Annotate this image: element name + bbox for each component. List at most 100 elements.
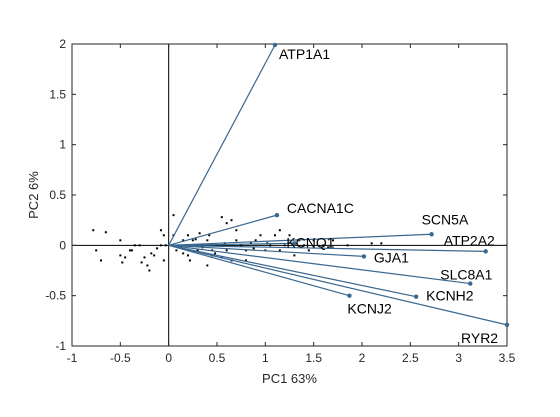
- score-point: [187, 234, 189, 237]
- vector-label-gja1: GJA1: [374, 249, 409, 265]
- score-point: [133, 244, 136, 247]
- score-point: [156, 247, 159, 250]
- score-point: [208, 234, 211, 237]
- score-point: [198, 232, 201, 235]
- loading-vector-slc8a1: [168, 244, 471, 285]
- score-point: [182, 239, 185, 242]
- loading-vector-kcnj2: [168, 244, 350, 297]
- vector-labels-layer: ATP1A1 CACNA1C SCN5A KCNQ1 ATP2A2 GJA1 SLC8A1 K…: [279, 46, 498, 346]
- x-tick-label: -1: [67, 351, 78, 365]
- score-point: [278, 249, 281, 252]
- score-point: [274, 234, 276, 237]
- score-point: [245, 259, 247, 262]
- score-point: [307, 249, 310, 252]
- y-tick-label: 1: [59, 138, 66, 152]
- score-point: [225, 222, 228, 225]
- score-point: [206, 239, 209, 242]
- score-point: [164, 244, 167, 247]
- score-point: [172, 214, 175, 217]
- score-point: [332, 239, 334, 242]
- score-point: [194, 238, 197, 241]
- loading-vector-tip: [468, 281, 473, 286]
- vector-label-slc8a1: SLC8A1: [440, 267, 492, 283]
- score-point: [187, 254, 189, 257]
- score-point: [269, 244, 272, 247]
- score-point: [182, 252, 185, 255]
- score-point: [322, 244, 325, 247]
- score-point: [175, 249, 178, 252]
- y-tick-label: 1.5: [49, 87, 66, 101]
- score-point: [191, 239, 194, 242]
- x-tick-label: 3.5: [499, 351, 516, 365]
- score-point: [119, 239, 122, 242]
- score-point: [380, 242, 383, 245]
- y-tick-label: 2: [59, 37, 66, 51]
- score-point: [303, 244, 305, 247]
- loadings-layer: [168, 42, 510, 328]
- score-point: [146, 264, 149, 267]
- score-point: [259, 234, 262, 237]
- loading-vector-tip: [272, 42, 278, 48]
- loading-vector-ryr2: [168, 244, 508, 326]
- y-tick-label: -1: [55, 339, 66, 353]
- loading-vector-atp2a2: [168, 244, 486, 252]
- score-point: [188, 259, 191, 262]
- score-point: [159, 244, 162, 247]
- score-point: [240, 244, 243, 247]
- score-point: [346, 244, 349, 247]
- loading-vector-tip: [483, 249, 488, 254]
- y-tick-label: 0: [59, 238, 66, 252]
- score-point: [129, 249, 131, 252]
- score-point: [159, 229, 162, 232]
- score-point: [92, 229, 95, 232]
- x-tick-label: 0: [165, 351, 172, 365]
- score-point: [206, 264, 209, 267]
- score-point: [249, 242, 252, 245]
- x-tick-label: 3: [455, 351, 462, 365]
- score-point: [327, 246, 330, 249]
- score-point: [196, 249, 199, 252]
- vector-label-cacna1c: CACNA1C: [287, 200, 354, 216]
- score-point: [254, 239, 257, 242]
- score-point: [162, 259, 165, 262]
- score-point: [220, 216, 223, 219]
- x-tick-label: -0.5: [110, 351, 131, 365]
- x-tick-label: 0.5: [209, 351, 226, 365]
- loading-vector-tip: [292, 241, 297, 246]
- score-point: [216, 244, 218, 247]
- loading-vector-tip: [504, 322, 510, 328]
- vector-label-atp2a2: ATP2A2: [444, 232, 495, 248]
- score-point: [124, 256, 127, 259]
- score-point: [214, 252, 217, 255]
- loading-vector-tip: [274, 212, 280, 218]
- score-point: [235, 229, 238, 232]
- score-point: [130, 249, 133, 252]
- vector-label-atp1a1: ATP1A1: [279, 46, 330, 62]
- score-point: [138, 244, 141, 247]
- loading-vector-tip: [413, 294, 419, 299]
- x-tick-label: 2: [359, 351, 366, 365]
- y-tick-label: 0.5: [49, 188, 66, 202]
- y-axis-label: PC2 6%: [26, 171, 41, 219]
- score-point: [140, 261, 143, 264]
- score-point: [225, 249, 228, 252]
- score-point: [100, 259, 102, 262]
- loading-vector-atp1a1: [168, 44, 276, 246]
- loading-vector-gja1: [168, 244, 364, 258]
- score-point: [95, 249, 98, 252]
- vector-label-kcnj2: KCNJ2: [347, 301, 392, 317]
- x-axis-label: PC1 63%: [262, 371, 317, 386]
- loading-vector-tip: [361, 254, 367, 259]
- score-point: [150, 252, 153, 255]
- loading-vector-scn5a: [168, 233, 432, 246]
- score-point: [121, 261, 124, 264]
- loading-vector-kcnq1: [168, 242, 295, 246]
- loading-vector-tip: [347, 293, 352, 298]
- score-point: [235, 239, 238, 242]
- score-point: [245, 249, 247, 252]
- score-point: [119, 254, 122, 257]
- vector-label-kcnh2: KCNH2: [426, 288, 474, 304]
- loading-vector-kcnh2: [168, 244, 417, 298]
- loading-vector-tip: [429, 232, 434, 237]
- score-point: [288, 234, 291, 237]
